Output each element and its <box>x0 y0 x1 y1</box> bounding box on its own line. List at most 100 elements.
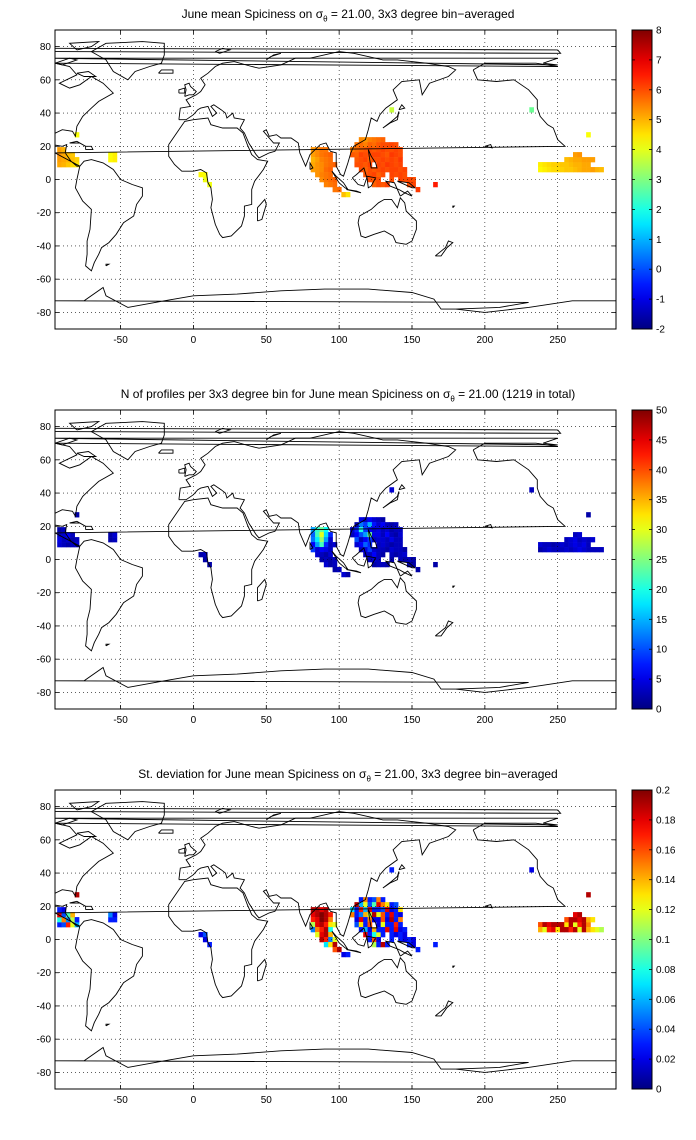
coastline <box>105 1023 111 1027</box>
bin-cell <box>546 922 552 928</box>
bin-cell <box>319 912 325 918</box>
bin-cell <box>590 167 596 173</box>
bin-cell <box>328 552 333 558</box>
bin-cell <box>415 946 421 953</box>
coastline <box>367 529 378 549</box>
bin-cell <box>555 162 561 168</box>
bin-cell <box>328 152 333 158</box>
bin-cell <box>319 177 325 183</box>
bin-cell <box>328 532 333 538</box>
bin-cell <box>380 542 386 548</box>
bin-cell <box>376 557 381 563</box>
y-tick-label: 20 <box>40 522 52 533</box>
bin-cell <box>398 162 403 168</box>
bin-cell <box>559 167 565 173</box>
bin-cell <box>389 487 395 493</box>
bin-cell <box>380 517 386 523</box>
x-tick-label: 250 <box>549 335 566 346</box>
bin-cell <box>393 547 399 553</box>
bin-cell <box>568 537 574 543</box>
bin-cell <box>363 532 368 538</box>
bin-cell <box>433 561 438 568</box>
bin-cell <box>577 927 583 933</box>
y-tick-label: 0 <box>45 935 51 946</box>
bin-cell <box>402 927 408 933</box>
bin-cell <box>581 167 587 173</box>
bin-cell <box>323 157 329 163</box>
bin-cell <box>310 162 316 168</box>
bin-cell <box>389 147 395 153</box>
bin-cell <box>393 922 399 928</box>
coastline <box>367 149 378 169</box>
bin-cell <box>551 927 556 933</box>
x-tick-label: 0 <box>191 715 197 726</box>
bin-cell <box>393 162 399 168</box>
bin-cell <box>70 157 75 163</box>
bin-cell <box>586 922 591 928</box>
bin-cell <box>577 537 583 543</box>
bin-cell <box>323 552 329 558</box>
bin-cell <box>385 917 390 923</box>
bin-cell <box>328 927 333 933</box>
title-subscript: θ <box>366 774 371 784</box>
bin-cell <box>328 941 333 948</box>
coastline <box>357 956 417 1005</box>
bin-cell <box>358 152 364 158</box>
bin-cell <box>385 537 390 543</box>
y-tick-label: -80 <box>37 688 52 699</box>
y-tick-label: 40 <box>40 109 52 120</box>
coastline <box>309 161 314 170</box>
colorbar-tick-label: 15 <box>656 615 668 626</box>
coastline <box>55 817 558 826</box>
coastline <box>367 909 378 929</box>
bin-cell <box>376 172 381 178</box>
bin-cell <box>581 927 587 933</box>
y-tick-label: -20 <box>37 588 52 599</box>
coastline <box>215 47 232 54</box>
coastlines <box>55 801 616 1073</box>
bin-cell <box>555 542 561 548</box>
x-tick-label: 150 <box>404 335 421 346</box>
bin-cell <box>586 162 591 168</box>
bin-cell <box>323 172 329 178</box>
y-tick-label: 0 <box>45 175 51 186</box>
bin-cell <box>198 552 204 558</box>
colorbar-tick-label: 0 <box>656 1085 662 1096</box>
bin-cell <box>371 167 377 173</box>
coastline <box>397 560 417 569</box>
y-tick-label: -80 <box>37 1068 52 1079</box>
x-tick-label: 200 <box>477 335 494 346</box>
bin-cell <box>332 922 338 928</box>
coastline <box>366 175 377 189</box>
bin-cell <box>371 152 377 158</box>
bin-cell <box>406 937 412 943</box>
bin-cell <box>577 922 583 928</box>
bin-cell <box>108 917 113 923</box>
bin-cell <box>581 162 587 168</box>
bin-cell <box>371 527 377 533</box>
bin-cell <box>310 167 316 173</box>
bin-cell <box>310 542 316 548</box>
bin-cell <box>577 157 583 163</box>
colorbar-tick-label: 0.16 <box>656 845 676 856</box>
coastline <box>158 69 174 74</box>
bin-cell <box>328 917 333 923</box>
bin-cell <box>371 137 377 143</box>
bin-cell <box>529 867 534 873</box>
bin-cell <box>564 922 569 928</box>
bin-cell <box>376 527 381 533</box>
bin-cell <box>555 922 561 928</box>
bin-cell <box>581 537 587 543</box>
coastline <box>382 491 400 509</box>
bin-cell <box>371 147 377 153</box>
coastline <box>184 842 197 857</box>
bin-cell <box>389 162 395 168</box>
bin-cell <box>564 927 569 933</box>
bin-cell <box>594 547 600 553</box>
coastline <box>55 286 616 313</box>
bin-cell <box>367 152 373 158</box>
bin-cell <box>202 177 208 183</box>
bin-cell <box>319 152 325 158</box>
bin-cell <box>380 527 386 533</box>
coastline <box>357 196 417 245</box>
